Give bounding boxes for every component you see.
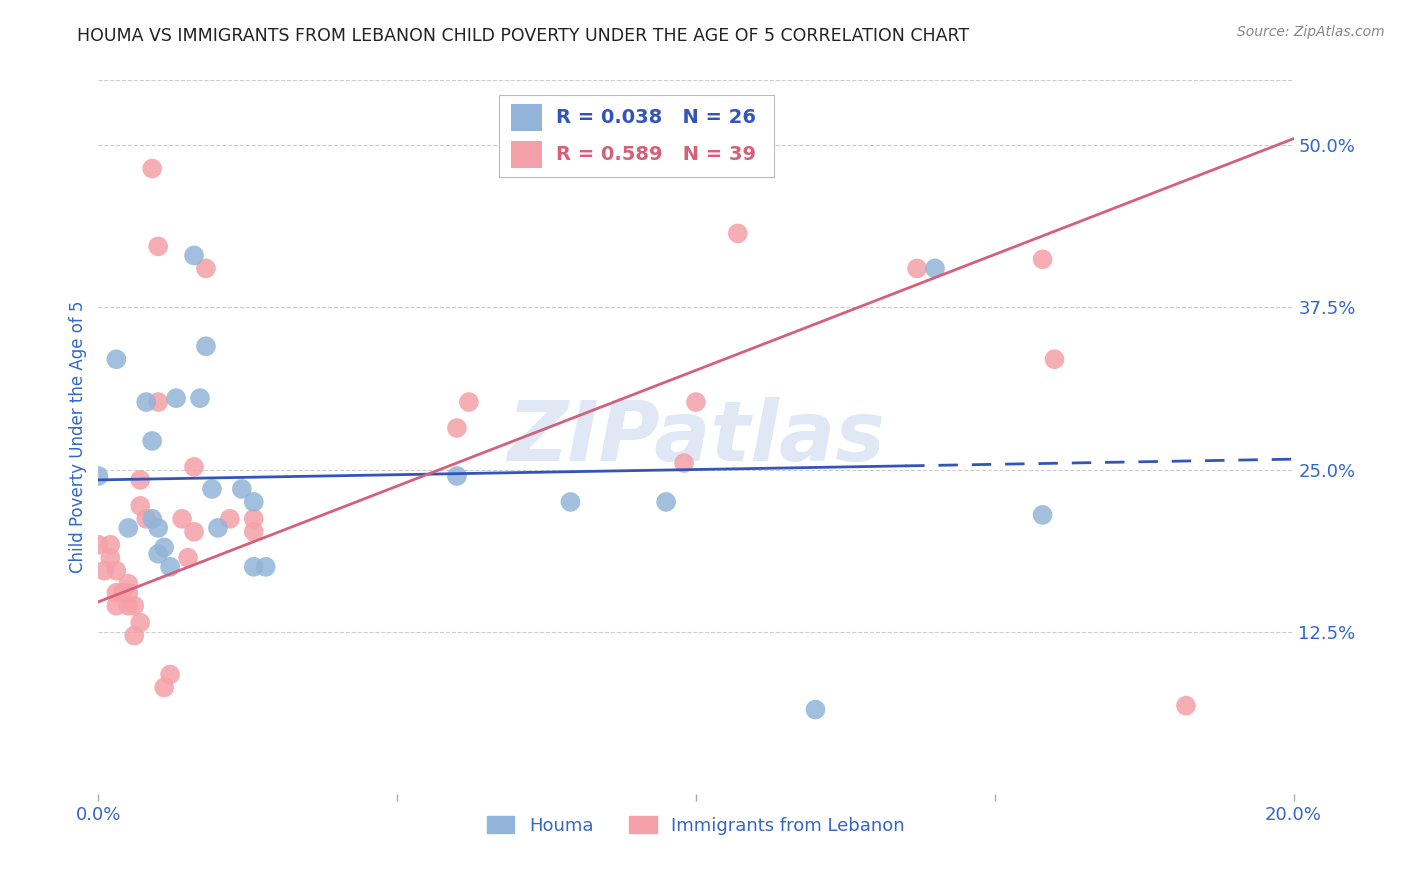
Point [117,576,139,591]
Point [195,261,218,276]
Point [560,495,582,509]
Point [135,395,157,409]
Point [124,629,146,643]
Point [243,512,266,526]
Point [1032,508,1054,522]
Text: R = 0.038   N = 26: R = 0.038 N = 26 [557,109,756,128]
Point [183,524,205,539]
Point [195,339,218,353]
Point [105,352,128,367]
Point [1032,252,1054,267]
Point [153,681,176,695]
Point [243,559,266,574]
Point [183,248,205,262]
Point [124,599,146,613]
Text: ZIPatlas: ZIPatlas [508,397,884,477]
Text: Source: ZipAtlas.com: Source: ZipAtlas.com [1237,25,1385,39]
Point [129,615,152,630]
Point [148,547,170,561]
Text: HOUMA VS IMMIGRANTS FROM LEBANON CHILD POVERTY UNDER THE AGE OF 5 CORRELATION CH: HOUMA VS IMMIGRANTS FROM LEBANON CHILD P… [77,27,970,45]
Text: R = 0.589   N = 39: R = 0.589 N = 39 [557,145,756,164]
Point [458,395,481,409]
Point [905,261,928,276]
Point [117,599,139,613]
Point [924,261,946,276]
Point [93,564,115,578]
Point [117,586,139,600]
Point [804,702,827,716]
Point [111,586,134,600]
Point [105,586,128,600]
Point [105,599,128,613]
Point [129,473,152,487]
FancyBboxPatch shape [499,95,773,177]
Point [219,512,242,526]
Point [148,521,170,535]
Point [183,459,205,474]
Point [159,559,181,574]
Point [148,395,170,409]
Point [141,161,163,176]
Point [655,495,678,509]
Point [153,541,176,555]
Point [148,239,170,253]
FancyBboxPatch shape [510,141,541,169]
Point [141,512,163,526]
Point [98,550,122,565]
FancyBboxPatch shape [510,104,541,131]
Point [188,391,211,405]
Point [446,421,468,435]
Y-axis label: Child Poverty Under the Age of 5: Child Poverty Under the Age of 5 [69,301,87,574]
Point [172,512,194,526]
Point [159,667,181,681]
Point [446,469,468,483]
Point [165,391,187,405]
Point [98,538,122,552]
Point [201,482,224,496]
Point [243,495,266,509]
Point [129,499,152,513]
Point [135,512,157,526]
Point [243,524,266,539]
Point [1175,698,1198,713]
Legend: Houma, Immigrants from Lebanon: Houma, Immigrants from Lebanon [479,809,912,842]
Point [117,521,139,535]
Point [254,559,277,574]
Point [105,564,128,578]
Point [177,550,200,565]
Point [673,456,696,470]
Point [207,521,229,535]
Point [1043,352,1066,367]
Point [87,469,110,483]
Point [727,227,749,241]
Point [685,395,707,409]
Point [87,538,110,552]
Point [231,482,253,496]
Point [141,434,163,448]
